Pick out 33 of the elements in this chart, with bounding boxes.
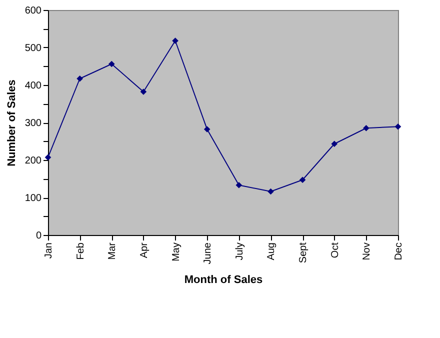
y-tick-label: 600 [24,6,42,16]
x-tick-label: Apr [138,242,150,258]
point [44,154,52,161]
y-tick-label: 500 [24,43,42,54]
x-axis-title: Month of Sales [184,274,263,286]
point [394,123,402,130]
x-tick-label: Dec [394,242,404,260]
point [140,88,147,95]
point [299,176,306,184]
point [236,182,242,188]
point [172,38,178,44]
x-tick-label: July [234,242,246,260]
x-tick-label: Sept [298,242,310,264]
x-tick-label: Feb [75,242,86,260]
y-tick-label: 300 [24,118,42,129]
y-axis-title: Number of Sales [6,80,18,166]
y-tick-label: 0 [36,230,42,242]
x-tick-label: Oct [330,242,341,258]
x-tick-label: May [170,242,182,262]
y-tick-label: 400 [24,80,42,92]
point [204,126,210,132]
point [331,140,338,148]
x-tick-label: June [202,242,214,264]
x-tick-label: Nov [362,242,373,260]
x-tick-label: Jan [44,242,54,259]
point [268,188,274,195]
x-tick-label: Mar [107,242,118,260]
point [76,75,83,82]
y-tick-label: 100 [24,193,42,204]
x-tick-label: Aug [266,242,278,260]
point [108,60,115,68]
y-tick-label: 200 [24,156,42,166]
point [363,124,370,132]
